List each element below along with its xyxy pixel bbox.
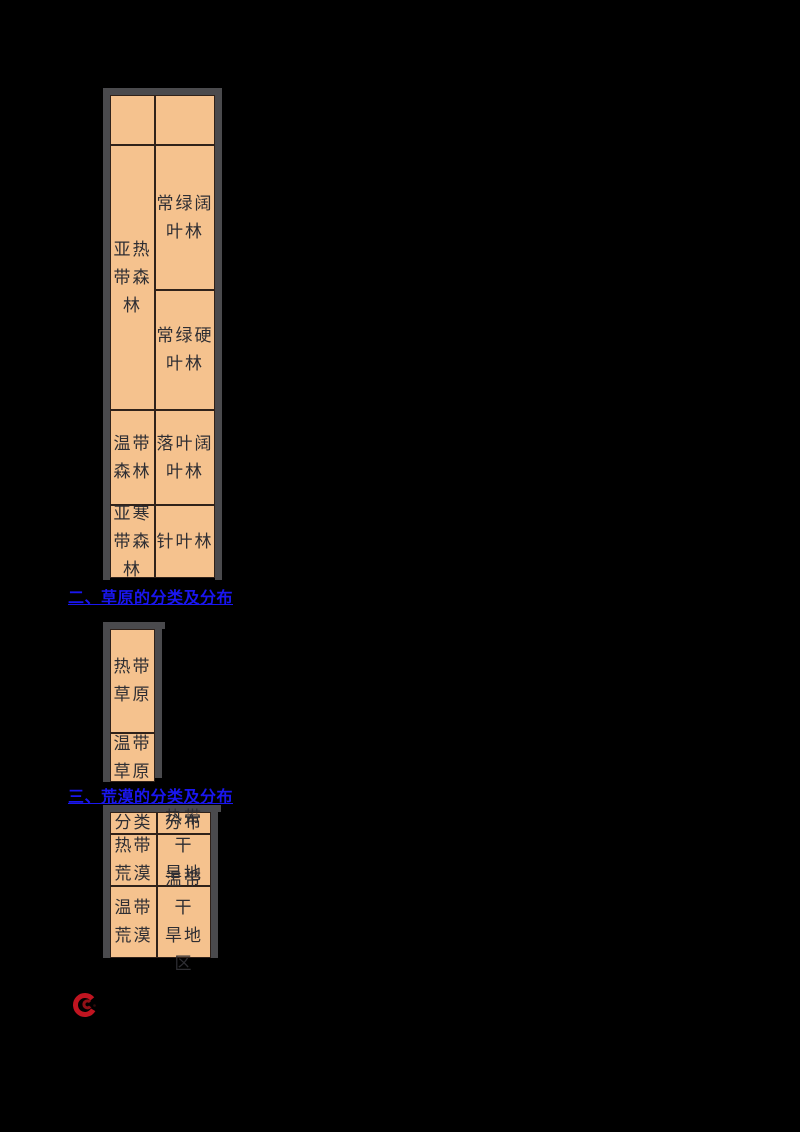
cell-subarctic-forest: 亚寒 带森 林 [110,504,155,579]
cell-evergreen-sclerophyll: 常绿硬 叶林 [155,290,215,410]
forest-header-category-cell [110,95,155,145]
forest-header-type-cell [155,95,215,145]
cell-coniferous-forest: 针叶林 [155,505,215,578]
desert-header-category: 分类 [110,812,157,834]
grassland-table-shadow-left [103,622,110,782]
desert-header-distribution: 分布 [157,812,211,834]
cell-tropical-grassland: 热带 草原 [110,629,155,733]
section-heading-desert: 三、荒漠的分类及分布 [68,789,234,806]
cell-temperate-arid-region: 温带干 旱地区 [157,870,211,973]
cell-temperate-grassland: 温带 草原 [110,733,155,782]
grassland-table-shadow-top [103,622,165,629]
red-swirl-logo-icon [72,991,100,1019]
forest-table-shadow-left [103,88,110,580]
cell-subtropical-forest: 亚热 带森 林 [110,145,155,410]
cell-evergreen-broadleaf: 常绿阔 叶林 [155,145,215,290]
forest-table-shadow-right [215,95,222,580]
grassland-table-shadow-right [155,629,162,778]
desert-table-shadow-top [103,805,221,812]
desert-table-shadow-left [103,805,110,958]
desert-table-shadow-right [211,812,218,958]
forest-table-shadow-top [103,88,222,95]
section-heading-grassland: 二、草原的分类及分布 [68,590,234,607]
cell-tropical-desert: 热带 荒漠 [110,834,157,886]
cell-temperate-forest: 温带 森林 [110,410,155,505]
cell-deciduous-broadleaf: 落叶阔 叶林 [155,410,215,505]
cell-tropical-arid-region: 热带干 旱地区 [157,808,211,911]
cell-temperate-desert: 温带 荒漠 [110,886,157,958]
